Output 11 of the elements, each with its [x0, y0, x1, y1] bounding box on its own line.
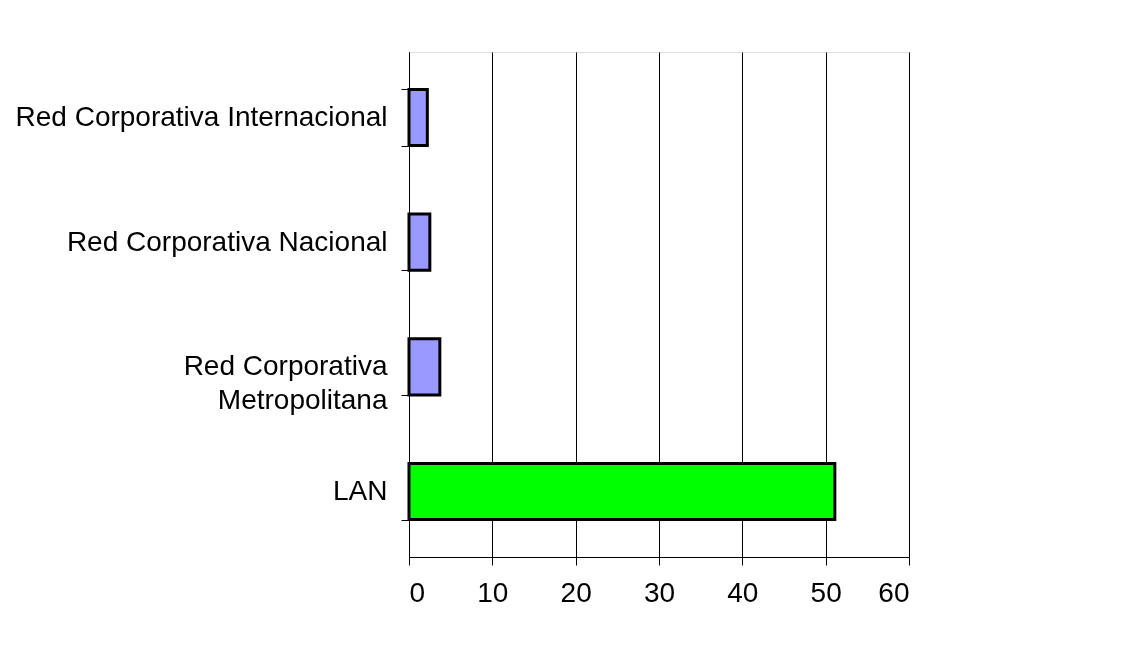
x-tick-label: 60: [878, 576, 910, 608]
x-tick-label: 20: [560, 576, 592, 608]
y-tick-label: Red Corporativa Internacional: [15, 100, 388, 132]
y-tick-label: Red Corporativa Metropolitana: [183, 350, 388, 416]
x-tick-label: 10: [477, 576, 509, 608]
y-tick-label: Red Corporativa Nacional: [66, 225, 388, 257]
x-tick-label: 40: [727, 576, 759, 608]
x-tick-label: 50: [810, 576, 842, 608]
x-tick-label: 30: [643, 576, 676, 608]
x-tick-label: 0: [409, 576, 426, 608]
y-tick-label: LAN: [333, 475, 388, 507]
